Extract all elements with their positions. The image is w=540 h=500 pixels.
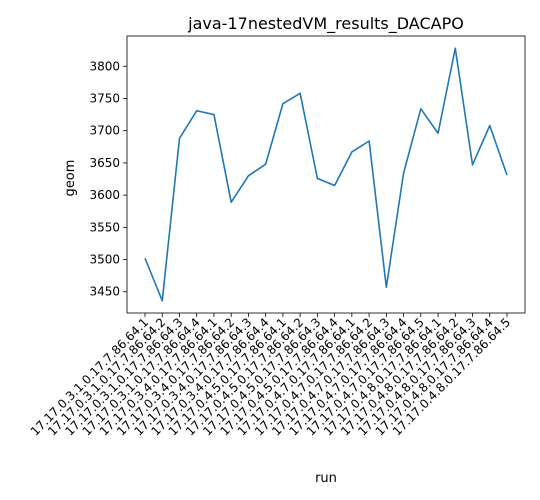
data-point: [471, 163, 474, 166]
y-tick-label: 3550: [89, 220, 120, 234]
data-point: [299, 92, 302, 95]
data-point: [230, 201, 233, 204]
data-point: [437, 132, 440, 135]
data-point: [247, 174, 250, 177]
data-point: [281, 102, 284, 105]
data-point: [195, 109, 198, 112]
y-tick-label: 3700: [89, 124, 120, 138]
y-tick-label: 3500: [89, 253, 120, 267]
data-point: [454, 47, 457, 50]
data-point: [264, 163, 267, 166]
data-point: [178, 137, 181, 140]
data-point: [488, 124, 491, 127]
data-point: [385, 286, 388, 289]
x-axis-label: run: [315, 471, 337, 486]
series-line: [144, 47, 508, 302]
data-point: [419, 107, 422, 110]
data-point: [368, 140, 371, 143]
data-point: [506, 174, 509, 177]
y-tick-label: 3750: [89, 91, 120, 105]
y-tick-label: 3600: [89, 188, 120, 202]
data-point: [350, 150, 353, 153]
data-point: [402, 172, 405, 175]
data-point: [316, 177, 319, 180]
y-tick-label: 3800: [89, 59, 120, 73]
data-point: [333, 184, 336, 187]
data-point: [144, 257, 147, 260]
data-point: [161, 299, 164, 302]
y-tick-label: 3650: [89, 156, 120, 170]
y-tick-label: 3450: [89, 285, 120, 299]
y-axis-label: geom: [63, 160, 78, 197]
axes-frame: [126, 35, 526, 314]
chart-title: java-17nestedVM_results_DACAPO: [187, 14, 464, 34]
data-point: [212, 113, 215, 116]
